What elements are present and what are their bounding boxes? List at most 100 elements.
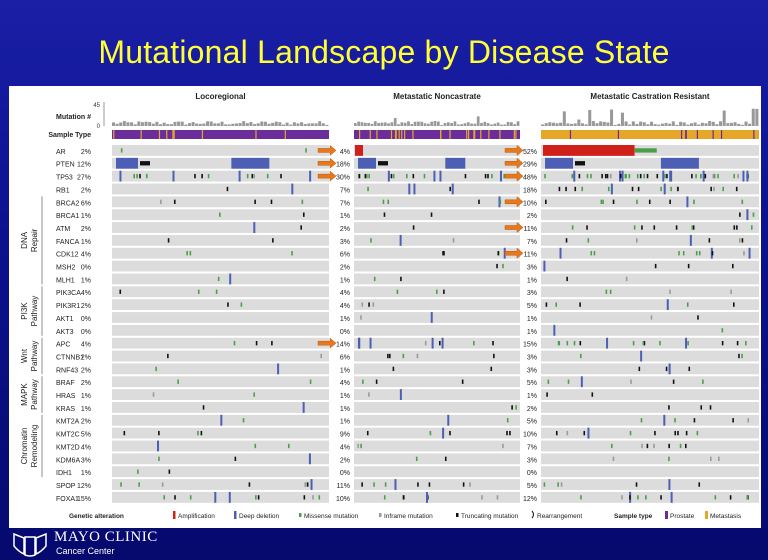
mutation-count-bar [430,121,434,126]
truncating-mark [733,302,735,307]
inframe-mark [253,173,255,179]
gene-frequency-label: 12% [77,483,91,490]
mutation-count-bar [377,122,380,126]
missense-mark [370,238,372,243]
gene-track-row [354,453,520,465]
gene-label: KDM6A [56,457,80,464]
truncating-mark [639,173,642,179]
gene-frequency-label: 11% [337,483,351,490]
gene-frequency-label: 27% [77,175,91,182]
inframe-mark [609,173,612,179]
truncating-mark [631,186,634,192]
truncating-mark [578,173,581,179]
missense-mark [405,173,408,179]
truncating-mark [566,276,568,282]
missense-mark [687,341,689,346]
deep-deletion-mark [451,183,454,195]
inframe-mark [496,495,499,500]
truncating-mark [123,430,126,436]
truncating-mark [358,173,361,179]
inframe-mark [730,289,732,294]
inframe-mark [635,238,638,243]
mutation-count-bar [130,122,134,126]
inframe-mark [743,251,745,256]
deep-deletion-mark [426,491,429,503]
legend-alteration-label: Rearrangement [537,513,582,520]
deep-deletion-mark [670,491,673,503]
gene-track-row [354,196,520,208]
gene-frequency-label: 52% [523,149,537,156]
deep-deletion-mark [308,453,311,465]
mutation-count-bar [367,122,370,126]
mutation-count-bar [433,121,437,126]
mutation-count-bar [446,122,450,126]
sample-type-stripe [685,130,687,139]
gene-track-row [112,466,329,478]
mutation-count-bar [463,123,467,126]
panel-title: Metastatic Noncastrate [393,92,481,101]
mutation-count-bar [559,122,563,126]
gene-frequency-label: 48% [523,175,537,182]
mayo-shield-logo-icon [13,532,47,557]
gene-track-row [112,363,329,375]
missense-mark [752,212,755,217]
mutation-count-bar [390,122,394,126]
gene-frequency-label: 5% [527,303,537,310]
truncating-mark [579,341,582,346]
gene-frequency-label: 11% [524,226,538,233]
truncating-mark [167,353,169,359]
mutation-count-bar [198,123,202,126]
amplification-mark [355,145,363,156]
gene-track-row [541,491,759,503]
truncating-mark [462,482,465,487]
truncating-mark [487,173,489,179]
gene-frequency-label: 6% [340,354,350,361]
mutation-count-bar [729,122,733,126]
pathway-label: DNA [20,231,29,249]
mutation-count-bar [360,122,364,126]
gene-track-row [354,337,520,349]
missense-mark [607,186,610,192]
truncating-mark [684,443,687,449]
truncating-mark [731,263,734,269]
deep-deletion-mark [742,170,745,182]
missense-mark [373,276,376,282]
mutation-count-bar [440,124,444,126]
inframe-mark [718,456,720,461]
mutation-count-bar [697,124,701,126]
mutation-count-bar [245,123,249,126]
legend-alteration-swatch [456,513,459,517]
inframe-mark [710,456,712,461]
missense-mark [691,225,694,230]
gene-frequency-label: 18% [523,187,537,194]
mutation-count-bar [704,123,708,126]
truncating-mark [739,212,741,217]
mutation-count-bar [657,124,661,126]
mutation-count-bar [220,121,224,126]
truncating-mark [619,173,622,179]
truncating-mark [721,341,724,346]
gene-frequency-label: 1% [340,316,350,323]
missense-mark [581,186,584,192]
truncating-mark [439,341,441,346]
missense-mark [253,392,256,397]
inframe-mark [312,495,314,500]
deep-deletion-mark [441,337,444,349]
truncating-mark [732,418,734,423]
truncating-mark [389,353,391,359]
mutation-count-bar [496,122,500,126]
inframe-mark [712,173,715,179]
missense-mark [605,289,608,294]
mutation-count-bar [119,122,123,126]
legend-alteration-label: Missense mutation [304,513,359,520]
inframe-mark [713,186,715,192]
gene-track-row [354,273,520,285]
inframe-mark [669,289,671,294]
truncating-mark [735,186,738,192]
mutation-count-bar [159,124,163,126]
missense-mark [587,238,590,243]
pathway-label: PI3K [20,302,29,320]
gene-frequency-label: 1% [340,277,350,284]
mutation-count-bar [148,122,152,126]
missense-mark [368,173,370,179]
